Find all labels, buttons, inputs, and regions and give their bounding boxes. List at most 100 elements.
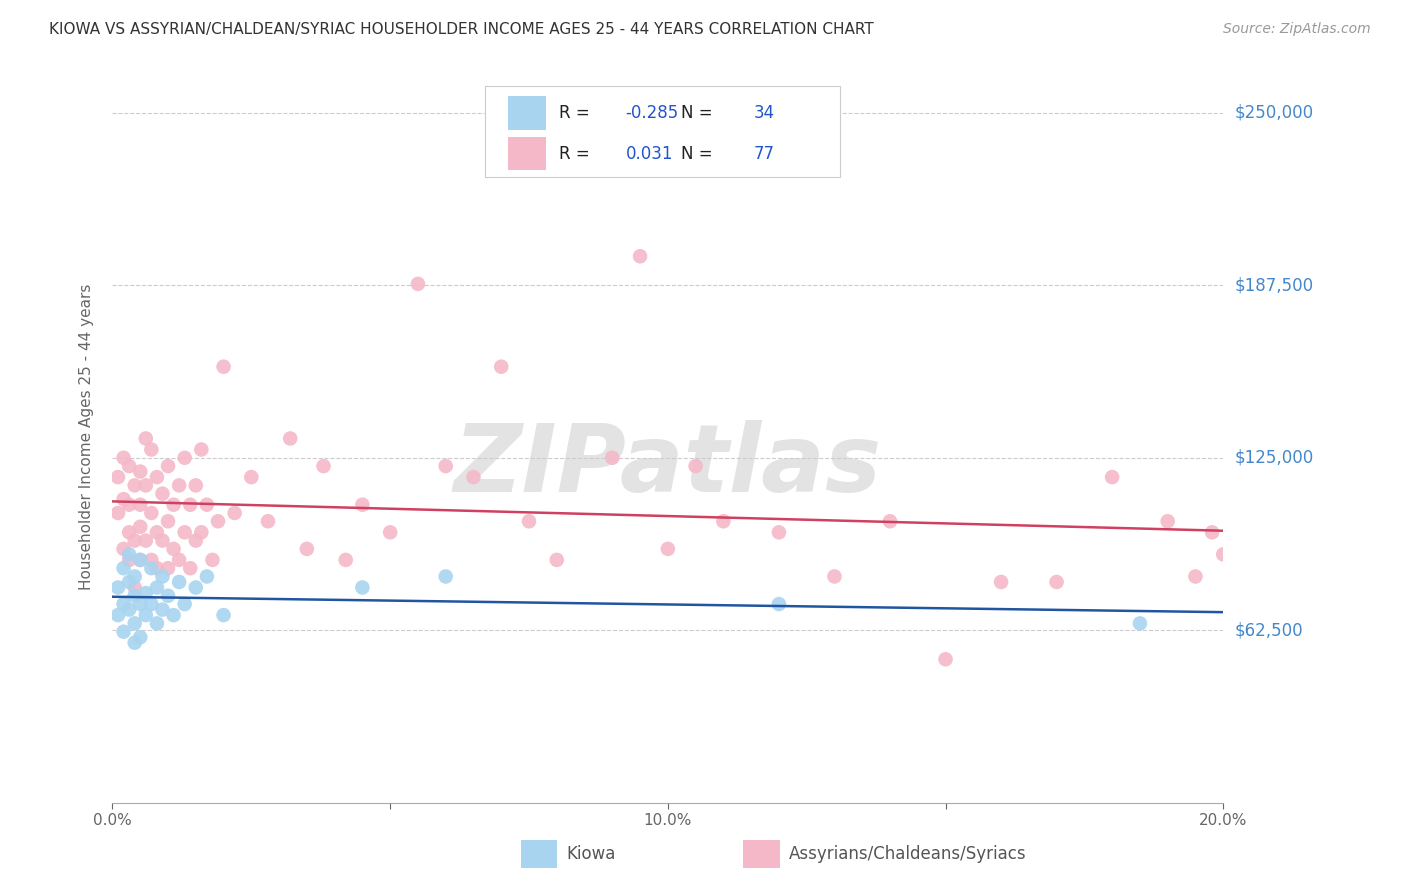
Point [352,498,374,512]
Point [141,597,163,611]
Point [152,533,174,548]
Point [141,442,163,457]
Point [112,597,135,611]
Point [124,636,146,650]
Point [129,553,152,567]
Point [602,450,624,465]
FancyBboxPatch shape [744,839,779,868]
Point [124,569,146,583]
Text: 77: 77 [754,145,775,162]
Point [157,458,180,473]
Point [135,533,157,548]
FancyBboxPatch shape [485,86,839,178]
Point [129,553,152,567]
Point [157,589,180,603]
Point [124,616,146,631]
Point [112,450,135,465]
Text: KIOWA VS ASSYRIAN/CHALDEAN/SYRIAC HOUSEHOLDER INCOME AGES 25 - 44 YEARS CORRELAT: KIOWA VS ASSYRIAN/CHALDEAN/SYRIAC HOUSEH… [49,22,875,37]
Point [657,541,679,556]
Point [124,478,146,492]
Point [162,541,184,556]
Point [152,602,174,616]
Point [141,506,163,520]
Point [546,553,568,567]
Text: ZIPatlas: ZIPatlas [454,420,882,512]
Point [124,581,146,595]
Text: -0.285: -0.285 [626,104,679,122]
Point [118,498,141,512]
Point [173,450,195,465]
Point [173,597,195,611]
Text: N =: N = [681,145,713,162]
Point [1101,470,1123,484]
Point [184,581,207,595]
Point [157,514,180,528]
Point [129,630,152,644]
Point [1212,548,1234,562]
Point [129,520,152,534]
Point [1156,514,1178,528]
Point [195,498,218,512]
Point [118,574,141,589]
Point [824,569,846,583]
Text: N =: N = [681,104,713,122]
Point [129,465,152,479]
Point [167,574,190,589]
Point [463,470,485,484]
Point [152,486,174,500]
Text: Source: ZipAtlas.com: Source: ZipAtlas.com [1223,22,1371,37]
Point [434,569,457,583]
Point [107,506,129,520]
Point [135,478,157,492]
Point [190,442,212,457]
Text: Kiowa: Kiowa [567,845,616,863]
Point [118,553,141,567]
Point [141,553,163,567]
Point [162,608,184,623]
Point [224,506,246,520]
Text: Assyrians/Chaldeans/Syriacs: Assyrians/Chaldeans/Syriacs [789,845,1026,863]
Point [434,458,457,473]
Point [240,470,263,484]
Point [118,525,141,540]
Point [107,470,129,484]
Text: 0.031: 0.031 [626,145,673,162]
Point [152,569,174,583]
Point [1045,574,1069,589]
Point [146,470,169,484]
Point [278,432,301,446]
Point [190,525,212,540]
Point [295,541,318,556]
Y-axis label: Householder Income Ages 25 - 44 years: Householder Income Ages 25 - 44 years [79,284,94,591]
Point [107,581,129,595]
Point [517,514,540,528]
FancyBboxPatch shape [522,839,557,868]
Point [352,581,374,595]
Point [184,533,207,548]
Point [129,597,152,611]
Point [257,514,280,528]
Point [1201,525,1223,540]
Point [713,514,735,528]
Point [146,525,169,540]
Point [685,458,707,473]
Point [201,553,224,567]
Point [207,514,229,528]
Point [135,586,157,600]
Point [179,498,201,512]
Point [628,249,651,263]
FancyBboxPatch shape [508,136,546,170]
Text: R =: R = [560,104,589,122]
Point [118,548,141,562]
Point [212,608,235,623]
Point [312,458,335,473]
Point [112,624,135,639]
Point [380,525,402,540]
Point [990,574,1012,589]
Text: $62,500: $62,500 [1234,622,1303,640]
Point [335,553,357,567]
Point [118,458,141,473]
Text: 34: 34 [754,104,775,122]
Point [129,498,152,512]
Text: $125,000: $125,000 [1234,449,1313,467]
